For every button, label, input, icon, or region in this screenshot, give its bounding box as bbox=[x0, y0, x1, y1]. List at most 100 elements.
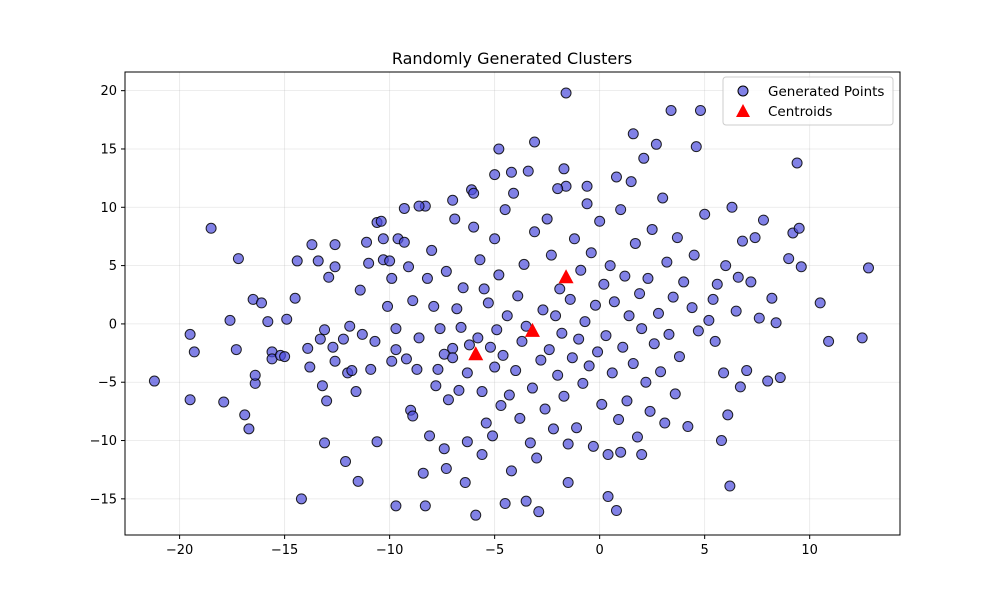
data-point bbox=[757, 214, 769, 226]
data-point bbox=[720, 260, 732, 272]
legend: Generated Points Centroids bbox=[722, 76, 894, 126]
data-point bbox=[476, 386, 488, 398]
data-point bbox=[610, 505, 622, 517]
y-tick-label: −5 bbox=[98, 376, 117, 391]
data-point bbox=[400, 353, 412, 365]
data-point bbox=[508, 187, 520, 199]
data-point bbox=[571, 422, 583, 434]
data-point bbox=[627, 128, 639, 140]
data-point bbox=[478, 283, 490, 295]
data-point bbox=[516, 335, 528, 347]
data-point bbox=[650, 138, 662, 150]
data-point bbox=[302, 342, 314, 354]
data-point bbox=[281, 313, 293, 325]
data-point bbox=[856, 332, 868, 344]
data-point bbox=[673, 351, 685, 363]
data-point bbox=[600, 330, 612, 342]
data-point bbox=[562, 477, 574, 489]
data-point bbox=[581, 198, 593, 210]
data-point bbox=[363, 257, 375, 269]
data-point bbox=[474, 254, 486, 266]
data-point bbox=[205, 222, 217, 234]
data-point bbox=[472, 332, 484, 344]
data-point bbox=[365, 363, 377, 375]
data-point bbox=[667, 291, 679, 303]
data-point bbox=[434, 323, 446, 335]
data-point bbox=[585, 247, 597, 259]
data-point bbox=[489, 361, 501, 373]
data-point bbox=[424, 430, 436, 442]
data-point bbox=[489, 169, 501, 181]
data-point bbox=[564, 293, 576, 305]
data-point bbox=[440, 463, 452, 475]
data-point bbox=[655, 366, 667, 378]
data-point bbox=[337, 333, 349, 345]
data-point bbox=[438, 443, 450, 455]
data-point bbox=[709, 335, 721, 347]
data-point bbox=[636, 323, 648, 335]
data-point bbox=[692, 325, 704, 337]
data-point bbox=[718, 367, 730, 379]
data-point bbox=[249, 369, 261, 381]
data-point bbox=[699, 208, 711, 220]
data-point bbox=[514, 412, 526, 424]
data-point bbox=[724, 480, 736, 492]
data-point bbox=[484, 341, 496, 353]
y-tick-label: 5 bbox=[109, 259, 117, 274]
legend-points-label: Generated Points bbox=[768, 84, 884, 100]
x-tick-label: −20 bbox=[166, 543, 193, 558]
data-point bbox=[491, 324, 503, 336]
data-point bbox=[749, 232, 761, 244]
data-point bbox=[529, 226, 541, 238]
data-point bbox=[476, 449, 488, 461]
data-point bbox=[505, 166, 517, 178]
data-point bbox=[505, 465, 517, 477]
data-point bbox=[442, 394, 454, 406]
axes-frame bbox=[124, 71, 901, 536]
data-point bbox=[493, 143, 505, 155]
data-point bbox=[550, 310, 562, 322]
data-point bbox=[617, 341, 629, 353]
data-point bbox=[558, 163, 570, 175]
y-tick-label: 15 bbox=[100, 142, 117, 157]
data-point bbox=[577, 377, 589, 389]
data-point bbox=[734, 381, 746, 393]
data-point bbox=[256, 297, 268, 309]
data-point bbox=[398, 202, 410, 214]
data-point bbox=[426, 244, 438, 256]
data-point bbox=[470, 509, 482, 521]
data-point bbox=[327, 341, 339, 353]
data-point bbox=[323, 271, 335, 283]
data-point bbox=[232, 253, 244, 265]
data-point bbox=[461, 367, 473, 379]
data-point bbox=[224, 314, 236, 326]
data-point bbox=[148, 375, 160, 387]
data-point bbox=[619, 270, 631, 282]
data-point bbox=[547, 423, 559, 435]
data-point bbox=[657, 192, 669, 204]
data-point bbox=[480, 417, 492, 429]
data-point bbox=[304, 361, 316, 373]
data-point bbox=[730, 305, 742, 317]
data-point bbox=[814, 297, 826, 309]
data-point bbox=[522, 165, 534, 177]
data-point bbox=[573, 333, 585, 345]
data-point bbox=[636, 449, 648, 461]
x-tick-label: 0 bbox=[596, 543, 604, 558]
y-tick-label: −15 bbox=[90, 492, 117, 507]
data-point bbox=[694, 104, 706, 116]
data-point bbox=[791, 157, 803, 169]
data-point bbox=[604, 260, 616, 272]
data-point bbox=[459, 477, 471, 489]
data-point bbox=[644, 405, 656, 417]
data-point bbox=[403, 261, 415, 273]
data-point bbox=[707, 293, 719, 305]
data-point bbox=[218, 396, 230, 408]
data-point bbox=[447, 194, 459, 206]
data-point bbox=[665, 104, 677, 116]
x-tick-label: 10 bbox=[801, 543, 818, 558]
data-point bbox=[726, 201, 738, 213]
data-point bbox=[482, 297, 494, 309]
data-point bbox=[453, 384, 465, 396]
